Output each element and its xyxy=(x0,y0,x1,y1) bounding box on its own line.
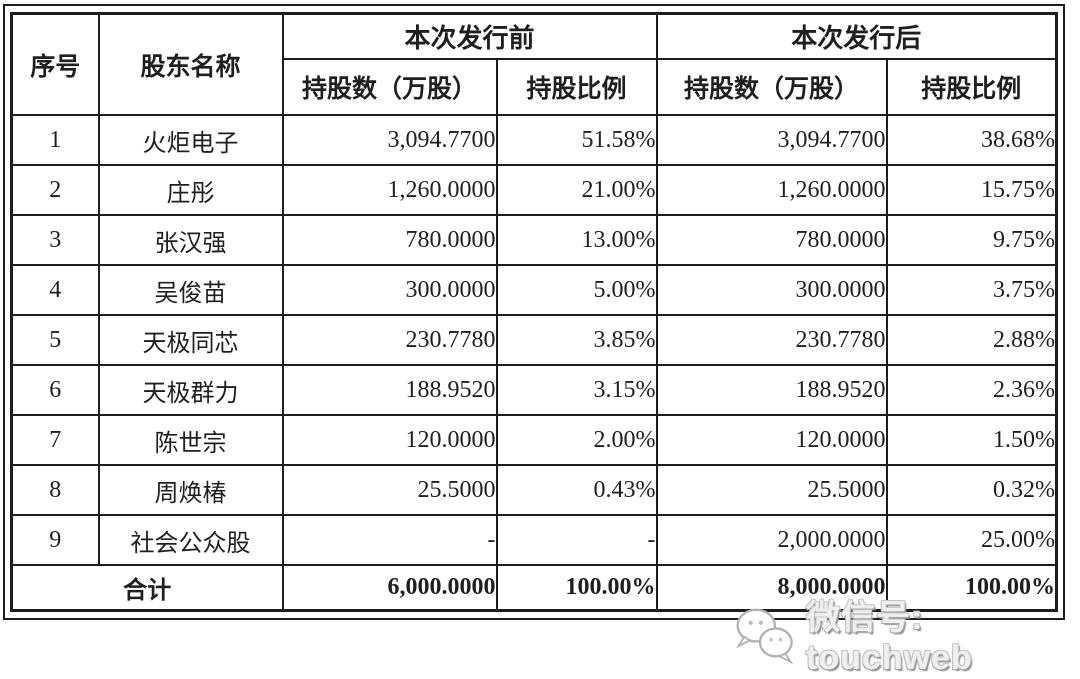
header-shares-after: 持股数（万股） xyxy=(655,58,888,116)
pre-ratio-cell: 3.15% xyxy=(495,364,658,416)
table-row: 4 吴俊苗 300.0000 5.00% 300.0000 3.75% xyxy=(10,264,1058,316)
pre-ratio-cell: - xyxy=(495,514,658,566)
wechat-icon xyxy=(736,608,794,665)
post-shares-cell: 2,000.0000 xyxy=(655,514,888,566)
total-pre-ratio-cell: 100.00% xyxy=(495,564,658,612)
wechat-watermark: 微信号: touchweb xyxy=(733,590,1080,678)
shareholder-name-cell: 周焕椿 xyxy=(97,464,284,516)
header-serial: 序号 xyxy=(10,12,100,116)
header-ratio-after: 持股比例 xyxy=(885,58,1058,116)
serial-cell: 9 xyxy=(10,514,100,566)
total-row: 合计 6,000.0000 100.00% 8,000.0000 100.00% xyxy=(10,564,1058,612)
table-row: 1 火炬电子 3,094.7700 51.58% 3,094.7700 38.6… xyxy=(10,114,1058,166)
shareholder-name-cell: 火炬电子 xyxy=(97,114,284,166)
header-group-after: 本次发行后 xyxy=(655,12,1058,60)
header-shares-before: 持股数（万股） xyxy=(281,58,498,116)
post-ratio-cell: 15.75% xyxy=(885,164,1058,216)
post-ratio-cell: 0.32% xyxy=(885,464,1058,516)
shareholder-name-cell: 庄彤 xyxy=(97,164,284,216)
table-row: 7 陈世宗 120.0000 2.00% 120.0000 1.50% xyxy=(10,414,1058,466)
post-ratio-cell: 9.75% xyxy=(885,214,1058,266)
post-shares-cell: 3,094.7700 xyxy=(655,114,888,166)
post-shares-cell: 780.0000 xyxy=(655,214,888,266)
pre-shares-cell: - xyxy=(281,514,498,566)
pre-shares-cell: 25.5000 xyxy=(281,464,498,516)
table-row: 9 社会公众股 - - 2,000.0000 25.00% xyxy=(10,514,1058,566)
serial-cell: 4 xyxy=(10,264,100,316)
post-ratio-cell: 2.88% xyxy=(885,314,1058,366)
pre-ratio-cell: 21.00% xyxy=(495,164,658,216)
serial-cell: 2 xyxy=(10,164,100,216)
table-row: 8 周焕椿 25.5000 0.43% 25.5000 0.32% xyxy=(10,464,1058,516)
pre-shares-cell: 230.7780 xyxy=(281,314,498,366)
shareholder-name-cell: 吴俊苗 xyxy=(97,264,284,316)
shareholder-name-cell: 天极群力 xyxy=(97,364,284,416)
post-shares-cell: 230.7780 xyxy=(655,314,888,366)
post-shares-cell: 300.0000 xyxy=(655,264,888,316)
pre-shares-cell: 780.0000 xyxy=(281,214,498,266)
total-post-shares-cell: 8,000.0000 xyxy=(655,564,888,612)
pre-ratio-cell: 3.85% xyxy=(495,314,658,366)
pre-shares-cell: 188.9520 xyxy=(281,364,498,416)
serial-cell: 5 xyxy=(10,314,100,366)
pre-shares-cell: 3,094.7700 xyxy=(281,114,498,166)
shareholder-name-cell: 张汉强 xyxy=(97,214,284,266)
header-shareholder-name: 股东名称 xyxy=(97,12,284,116)
pre-ratio-cell: 51.58% xyxy=(495,114,658,166)
shareholder-name-cell: 陈世宗 xyxy=(97,414,284,466)
pre-shares-cell: 300.0000 xyxy=(281,264,498,316)
serial-cell: 1 xyxy=(10,114,100,166)
wechat-id-label: 微信号: touchweb xyxy=(806,599,973,677)
serial-cell: 7 xyxy=(10,414,100,466)
post-shares-cell: 1,260.0000 xyxy=(655,164,888,216)
total-label-cell: 合计 xyxy=(10,564,284,612)
header-group-row: 序号 股东名称 本次发行前 本次发行后 xyxy=(10,12,1058,116)
total-post-ratio-cell: 100.00% xyxy=(885,564,1058,612)
pre-shares-cell: 1,260.0000 xyxy=(281,164,498,216)
shareholder-table: 序号 股东名称 本次发行前 本次发行后 持股数（万股） 持股比例 持股数（万股）… xyxy=(10,12,1059,612)
header-sub-row: 持股数（万股） 持股比例 持股数（万股） 持股比例 xyxy=(12,58,1058,116)
table-row: 2 庄彤 1,260.0000 21.00% 1,260.0000 15.75% xyxy=(10,164,1058,216)
post-ratio-cell: 1.50% xyxy=(885,414,1058,466)
serial-cell: 3 xyxy=(10,214,100,266)
post-shares-cell: 188.9520 xyxy=(655,364,888,416)
table-row: 3 张汉强 780.0000 13.00% 780.0000 9.75% xyxy=(10,214,1058,266)
post-ratio-cell: 38.68% xyxy=(885,114,1058,166)
pre-shares-cell: 120.0000 xyxy=(281,414,498,466)
shareholder-name-cell: 社会公众股 xyxy=(97,514,284,566)
pre-ratio-cell: 5.00% xyxy=(495,264,658,316)
post-shares-cell: 25.5000 xyxy=(655,464,888,516)
pre-ratio-cell: 2.00% xyxy=(495,414,658,466)
pre-ratio-cell: 0.43% xyxy=(495,464,658,516)
post-ratio-cell: 3.75% xyxy=(885,264,1058,316)
serial-cell: 6 xyxy=(10,364,100,416)
header-group-before: 本次发行前 xyxy=(281,12,658,60)
post-ratio-cell: 25.00% xyxy=(885,514,1058,566)
pre-ratio-cell: 13.00% xyxy=(495,214,658,266)
post-shares-cell: 120.0000 xyxy=(655,414,888,466)
header-ratio-before: 持股比例 xyxy=(495,58,658,116)
shareholder-name-cell: 天极同芯 xyxy=(97,314,284,366)
table-row: 6 天极群力 188.9520 3.15% 188.9520 2.36% xyxy=(10,364,1058,416)
total-pre-shares-cell: 6,000.0000 xyxy=(281,564,498,612)
serial-cell: 8 xyxy=(10,464,100,516)
table-row: 5 天极同芯 230.7780 3.85% 230.7780 2.88% xyxy=(10,314,1058,366)
post-ratio-cell: 2.36% xyxy=(885,364,1058,416)
shareholder-table-frame: 序号 股东名称 本次发行前 本次发行后 持股数（万股） 持股比例 持股数（万股）… xyxy=(3,4,1066,620)
